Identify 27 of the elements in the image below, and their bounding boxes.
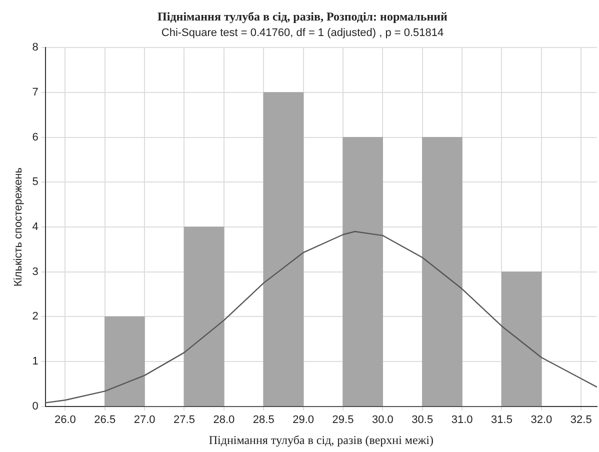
x-tick-label: 31.0 xyxy=(451,414,473,426)
x-tick-label: 30.5 xyxy=(412,414,434,426)
x-tick-label: 27.5 xyxy=(174,414,195,426)
y-tick-label: 2 xyxy=(32,310,38,323)
x-tick-label: 27.0 xyxy=(134,414,156,426)
y-tick-label: 6 xyxy=(32,131,38,144)
x-tick-label: 28.0 xyxy=(213,414,235,426)
y-tick-label: 7 xyxy=(32,86,38,98)
y-tick-label: 8 xyxy=(32,42,38,54)
y-axis-title: Кількість спостережень xyxy=(12,167,25,287)
chart-title: Піднімання тулуба в сід, разів, Розподіл: нормальний xyxy=(158,9,448,24)
y-tick-label: 5 xyxy=(32,176,38,188)
x-tick-label: 31.5 xyxy=(491,414,512,426)
x-tick-label: 28.5 xyxy=(252,414,274,426)
y-tick-label: 3 xyxy=(32,266,38,278)
y-tick-label: 4 xyxy=(32,221,38,234)
y-tick-label: 1 xyxy=(32,356,38,368)
x-tick-label: 26.0 xyxy=(54,414,76,426)
x-tick-label: 29.0 xyxy=(292,414,314,426)
x-tick-label: 30.0 xyxy=(372,414,394,426)
chart-subtitle: Chi-Square test = 0.41760, df = 1 (adjusted) , p = 0.51814 xyxy=(161,27,444,40)
x-tick-label: 32.5 xyxy=(570,414,592,426)
x-axis-title: Піднімання тулуба в сід, разів (верхні межі) xyxy=(208,432,434,447)
x-tick-label: 29.5 xyxy=(332,414,354,426)
x-tick-label: 26.5 xyxy=(94,414,116,426)
y-tick-label: 0 xyxy=(32,400,38,412)
x-tick-label: 32.0 xyxy=(530,414,552,426)
